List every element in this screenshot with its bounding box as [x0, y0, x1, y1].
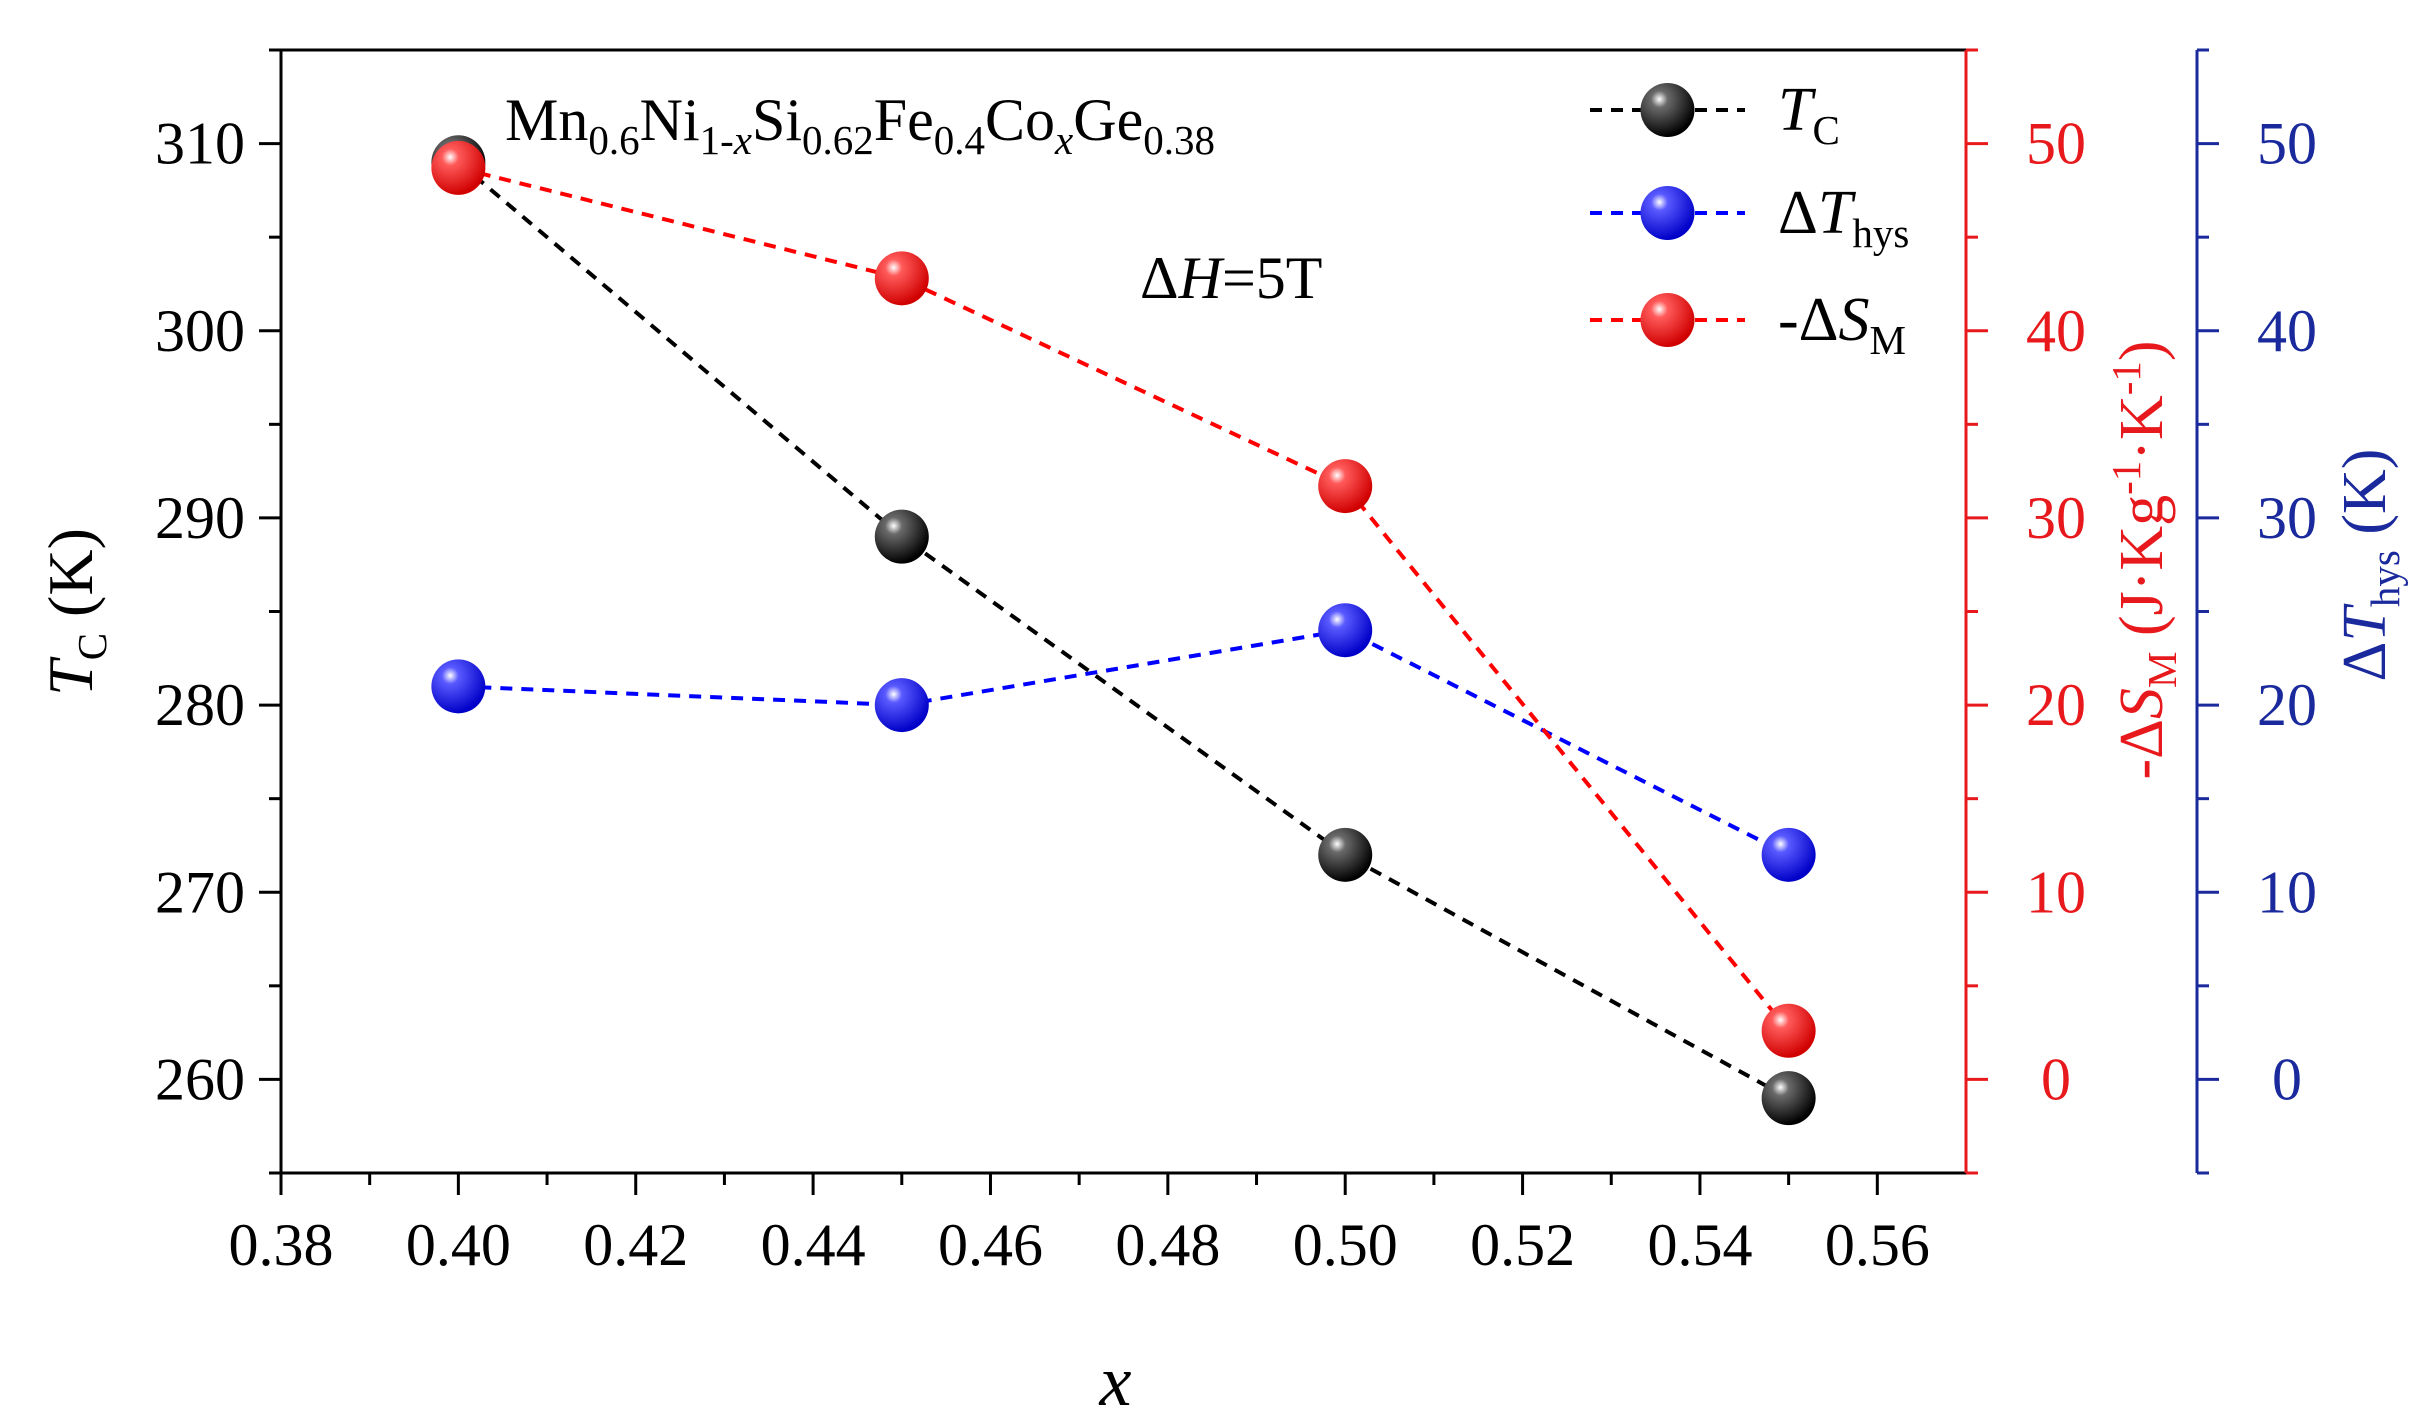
- right1-axis-title-part: -Δ: [2108, 719, 2176, 780]
- left-tick-label: 270: [155, 859, 245, 925]
- left-axis-title-part: C: [69, 633, 115, 660]
- right1-axis-title-part: (J·Kg: [2108, 495, 2176, 652]
- right1-axis-title-part: ): [2108, 340, 2176, 361]
- right2-axis-title-part: T: [2331, 603, 2399, 642]
- right1-tick-label: 20: [2026, 672, 2086, 738]
- x-tick-label: 0.52: [1470, 1212, 1575, 1278]
- data-point--ΔSM: [431, 140, 486, 195]
- left-tick-label: 290: [155, 485, 245, 551]
- formula-annotation-part: 0.4: [934, 117, 985, 163]
- right1-tick-label: 40: [2026, 298, 2086, 364]
- series-line--ΔSM: [457, 165, 1791, 1033]
- formula-annotation-part: 1-: [700, 117, 734, 163]
- legend-marker: [1640, 83, 1695, 137]
- data-point-ΔThys: [874, 678, 929, 733]
- formula-annotation-part: x: [1054, 117, 1073, 163]
- right2-tick-label: 10: [2257, 859, 2317, 925]
- left-axis-title-part: (K): [35, 528, 106, 633]
- right2-tick-label: 50: [2257, 111, 2317, 177]
- formula-annotation-part: Fe: [874, 87, 934, 153]
- data-point--ΔSM: [1761, 1003, 1816, 1058]
- right1-tick-label: 10: [2026, 859, 2086, 925]
- data-point--ΔSM: [1318, 459, 1373, 514]
- data-point-ΔThys: [1318, 603, 1373, 658]
- legend-marker: [1640, 186, 1695, 240]
- data-point--ΔSM: [874, 251, 929, 306]
- left-tick-label: 300: [155, 298, 245, 364]
- right2-axis-title-part: (K): [2331, 449, 2399, 551]
- legend-label-part: Δ: [1778, 179, 1818, 247]
- x-tick-label: 0.42: [583, 1212, 688, 1278]
- formula-annotation-part: Si: [752, 87, 802, 153]
- x-tick-label: 0.56: [1825, 1212, 1930, 1278]
- right2-tick-label: 0: [2272, 1046, 2302, 1112]
- formula-annotation-part: 0.6: [588, 117, 639, 163]
- left-tick-label: 260: [155, 1046, 245, 1112]
- data-point-TC: [1318, 827, 1373, 882]
- x-tick-label: 0.48: [1115, 1212, 1220, 1278]
- right2-axis-title: ΔThys (K): [2331, 449, 2408, 682]
- left-axis-title: TC (K): [35, 528, 115, 696]
- x-tick-label: 0.50: [1293, 1212, 1398, 1278]
- legend-label-part: M: [1870, 317, 1906, 363]
- formula-annotation-part: Co: [985, 87, 1055, 153]
- x-tick-label: 0.40: [406, 1212, 511, 1278]
- right2-tick-label: 20: [2257, 672, 2317, 738]
- x-tick-label: 0.44: [761, 1212, 866, 1278]
- series-lines-layer: [457, 160, 1791, 1100]
- right1-axis-title-part: ·K: [2108, 395, 2176, 461]
- x-axis-title: x: [1099, 1341, 1132, 1421]
- legend-label: -ΔSM: [1778, 286, 1906, 363]
- series-line-ΔThys: [458, 628, 1790, 857]
- legend-label-part: T: [1818, 179, 1857, 247]
- data-point-TC: [874, 509, 929, 564]
- data-point-TC: [1761, 1071, 1816, 1126]
- right2-tick-label: 40: [2257, 298, 2317, 364]
- field-annotation-part: =5T: [1222, 245, 1323, 311]
- data-point-ΔThys: [431, 659, 486, 714]
- legend-label-part: T: [1778, 76, 1817, 144]
- field-annotation-part: H: [1178, 245, 1226, 311]
- x-tick-label: 0.46: [938, 1212, 1043, 1278]
- right1-axis-title-part: -1: [2103, 461, 2149, 495]
- formula-annotation-part: Ge: [1073, 87, 1143, 153]
- series-line-TC: [457, 160, 1790, 1100]
- right1-tick-label: 30: [2026, 485, 2086, 551]
- legend-label-part: hys: [1852, 210, 1909, 256]
- formula-annotation-part: 0.62: [802, 117, 874, 163]
- field-annotation: ΔH=5T: [1140, 245, 1322, 311]
- right2-axis-title-part: hys: [2362, 550, 2408, 607]
- field-annotation-part: Δ: [1140, 245, 1179, 311]
- formula-annotation-part: Ni: [640, 87, 700, 153]
- formula-annotation-part: x: [733, 117, 752, 163]
- formula-annotation-part: Mn: [505, 87, 588, 153]
- left-axis-title-part: T: [35, 656, 106, 696]
- right1-tick-label: 50: [2026, 111, 2086, 177]
- legend-label-part: S: [1839, 286, 1870, 354]
- right1-axis-title: -ΔSM (J·Kg-1·K-1): [2103, 340, 2185, 779]
- text-layer: 0.38 0.40 0.42 0.44 0.46 0.48 0.50 0.52 0.54 0.56…: [35, 76, 2408, 1421]
- left-tick-label: 280: [155, 672, 245, 738]
- left-tick-label: 310: [155, 111, 245, 177]
- right2-axis-title-part: Δ: [2331, 642, 2399, 682]
- series-points-layer: [431, 135, 1816, 1126]
- right1-axis-title-part: -1: [2103, 361, 2149, 395]
- x-tick-label: 0.54: [1647, 1212, 1752, 1278]
- right1-tick-label: 0: [2041, 1046, 2071, 1112]
- legend-label-part: C: [1812, 107, 1839, 153]
- right1-axis-title-part: M: [2139, 652, 2185, 688]
- legend-marker: [1640, 293, 1695, 347]
- axes-layer: [259, 48, 2219, 1195]
- legend-label: ΔThys: [1778, 179, 1909, 256]
- data-point-ΔThys: [1761, 827, 1816, 882]
- legend-label: TC: [1778, 76, 1840, 153]
- legend-label-part: -Δ: [1778, 286, 1839, 354]
- right1-axis-title-part: S: [2108, 688, 2176, 719]
- x-tick-label: 0.38: [229, 1212, 334, 1278]
- formula-annotation-part: 0.38: [1143, 117, 1215, 163]
- formula-annotation: Mn0.6Ni1-xSi0.62Fe0.4CoxGe0.38: [505, 87, 1215, 163]
- right2-tick-label: 30: [2257, 485, 2317, 551]
